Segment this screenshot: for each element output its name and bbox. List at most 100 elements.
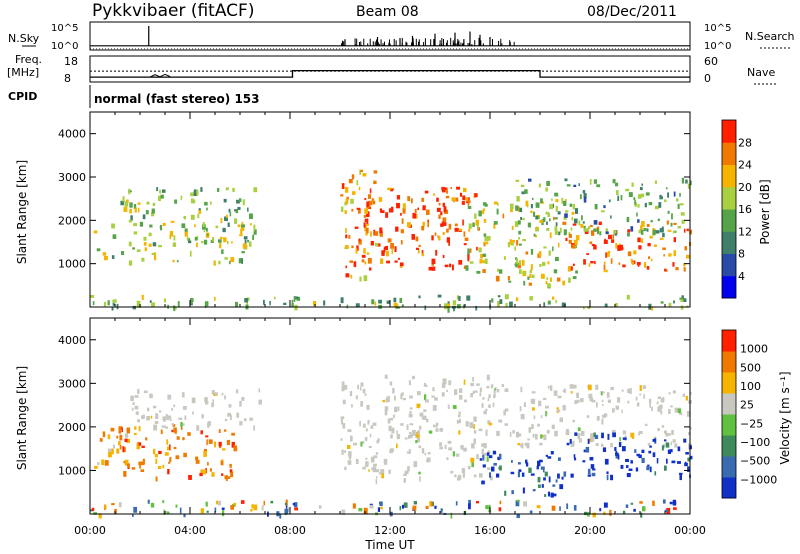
velocity-cell (577, 433, 581, 440)
velocity-cell (154, 453, 158, 458)
velocity-cell (652, 500, 655, 506)
power-cell (559, 227, 562, 233)
power-cell (541, 261, 546, 266)
power-cell (535, 202, 539, 206)
power-cell (535, 215, 539, 220)
velocity-cell (481, 403, 484, 408)
power-cell (242, 243, 247, 249)
power-cell (648, 201, 653, 206)
power-cell (583, 259, 586, 265)
velocity-cell (677, 446, 681, 452)
velocity-cell (425, 505, 429, 509)
power-cell (645, 192, 650, 196)
colorbar-segment (722, 330, 736, 352)
power-cell (217, 239, 222, 243)
x-tick-label: 00:00 (674, 524, 706, 537)
power-cell (458, 296, 461, 301)
power-cell (450, 186, 453, 189)
velocity-cell (411, 429, 416, 436)
power-cell (158, 245, 162, 248)
power-cell (221, 249, 224, 254)
velocity-cell (684, 461, 687, 465)
velocity-cell (494, 388, 497, 391)
velocity-cell (348, 451, 352, 457)
velocity-cell (679, 472, 683, 475)
velocity-cell (158, 450, 162, 455)
colorbar-segment (722, 142, 736, 165)
velocity-cell (468, 503, 471, 510)
power-cell (484, 258, 488, 264)
velocity-cell (138, 425, 141, 432)
velocity-cell (570, 391, 573, 394)
power-cell (111, 223, 115, 229)
velocity-cell (614, 447, 617, 452)
velocity-cell (615, 453, 619, 459)
velocity-cell (104, 460, 109, 466)
velocity-cell (660, 410, 663, 415)
colorbar-tick-label: 8 (738, 248, 745, 261)
power-cell (610, 258, 613, 264)
velocity-cell (171, 429, 174, 433)
power-cell (344, 247, 347, 250)
velocity-cell (363, 507, 368, 514)
power-cell (639, 187, 643, 191)
power-cell (378, 299, 383, 304)
velocity-cell (211, 402, 214, 408)
colorbar-tick-label: −500 (740, 455, 770, 468)
power-cell (637, 194, 642, 199)
power-cell (446, 237, 451, 243)
velocity-cell (452, 451, 455, 457)
power-cell (563, 200, 567, 206)
velocity-cell (592, 468, 596, 471)
power-cell (387, 187, 391, 191)
power-cell (622, 264, 626, 268)
power-cell (111, 306, 114, 311)
velocity-cell (358, 507, 363, 512)
velocity-cell (412, 505, 417, 511)
velocity-cell (648, 450, 652, 454)
velocity-cell (402, 397, 406, 401)
velocity-cell (651, 406, 653, 412)
velocity-cell (489, 472, 491, 478)
velocity-cell (121, 427, 123, 433)
power-cell (400, 229, 404, 234)
power-cell (448, 241, 450, 246)
power-cell (641, 183, 644, 186)
power-cell (478, 210, 482, 217)
power-cell (522, 239, 526, 242)
velocity-cell (468, 499, 471, 505)
velocity-cell (472, 376, 475, 382)
velocity-cell (520, 386, 523, 393)
velocity-cell (499, 465, 502, 471)
power-cell (350, 274, 353, 279)
power-cell (546, 277, 549, 280)
power-cell (294, 304, 298, 311)
power-cell (253, 228, 256, 232)
power-cell (200, 241, 204, 244)
power-cell (620, 247, 624, 250)
velocity-cell (416, 437, 421, 443)
power-cell (452, 264, 454, 271)
power-cell (463, 231, 466, 237)
velocity-cell (138, 442, 142, 446)
power-cell (421, 225, 425, 231)
power-cell (587, 306, 591, 310)
power-cell (469, 248, 472, 253)
velocity-cell (524, 442, 527, 446)
power-cell (323, 300, 326, 306)
velocity-cell (573, 384, 577, 389)
velocity-cell (639, 501, 643, 504)
power-cell (90, 294, 95, 298)
power-cell (468, 200, 471, 203)
power-cell (548, 250, 551, 256)
power-cell (572, 203, 576, 210)
velocity-cell (557, 473, 560, 479)
power-cell (438, 214, 441, 219)
power-cell (193, 191, 198, 197)
velocity-cell (552, 484, 556, 487)
velocity-cell (607, 399, 612, 403)
velocity-cell (355, 395, 358, 400)
power-cell (466, 295, 471, 301)
power-cell (566, 184, 571, 187)
